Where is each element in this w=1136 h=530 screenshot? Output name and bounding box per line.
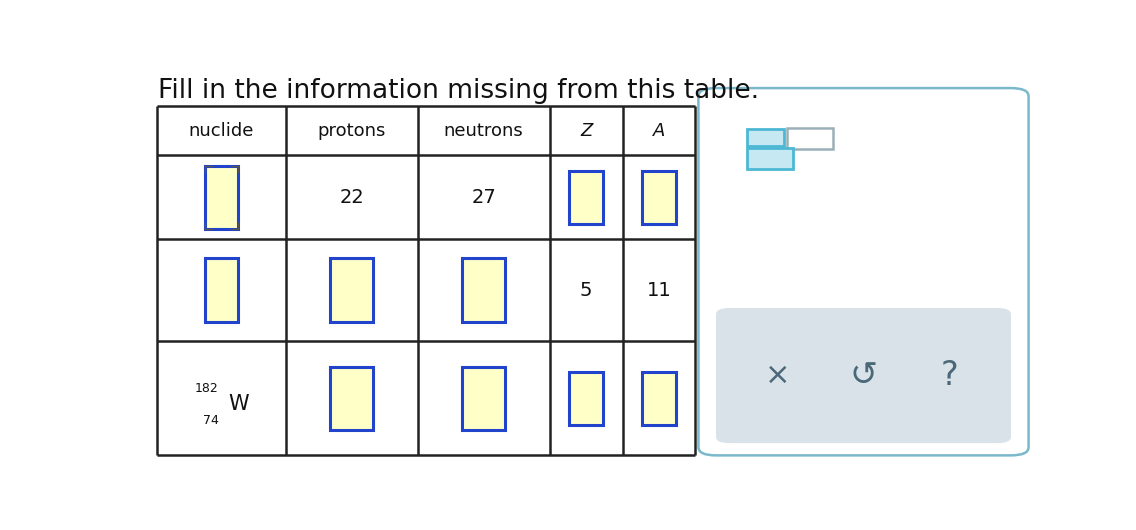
FancyBboxPatch shape xyxy=(569,171,603,224)
FancyBboxPatch shape xyxy=(569,372,603,425)
FancyBboxPatch shape xyxy=(642,171,676,224)
FancyBboxPatch shape xyxy=(462,367,504,430)
Text: A: A xyxy=(652,122,665,140)
Text: Fill in the information missing from this table.: Fill in the information missing from thi… xyxy=(158,78,759,104)
Text: ×: × xyxy=(765,361,791,390)
Text: 182: 182 xyxy=(195,382,218,394)
Text: Z: Z xyxy=(580,122,592,140)
Text: protons: protons xyxy=(317,122,386,140)
FancyBboxPatch shape xyxy=(746,148,793,169)
Text: 11: 11 xyxy=(646,280,671,299)
Text: ↺: ↺ xyxy=(850,359,877,392)
Text: 5: 5 xyxy=(579,280,592,299)
FancyBboxPatch shape xyxy=(462,259,504,322)
Text: nuclide: nuclide xyxy=(189,122,254,140)
FancyBboxPatch shape xyxy=(331,259,373,322)
FancyBboxPatch shape xyxy=(699,88,1028,455)
FancyBboxPatch shape xyxy=(331,367,373,430)
FancyBboxPatch shape xyxy=(642,372,676,425)
FancyBboxPatch shape xyxy=(746,129,784,146)
Text: 27: 27 xyxy=(471,188,496,207)
FancyBboxPatch shape xyxy=(204,259,237,322)
FancyBboxPatch shape xyxy=(204,165,237,229)
Text: neutrons: neutrons xyxy=(444,122,524,140)
Text: W: W xyxy=(228,394,249,414)
Text: 74: 74 xyxy=(202,414,218,427)
Text: 22: 22 xyxy=(340,188,364,207)
FancyBboxPatch shape xyxy=(787,128,833,149)
FancyBboxPatch shape xyxy=(716,308,1011,443)
Text: ?: ? xyxy=(941,359,959,392)
